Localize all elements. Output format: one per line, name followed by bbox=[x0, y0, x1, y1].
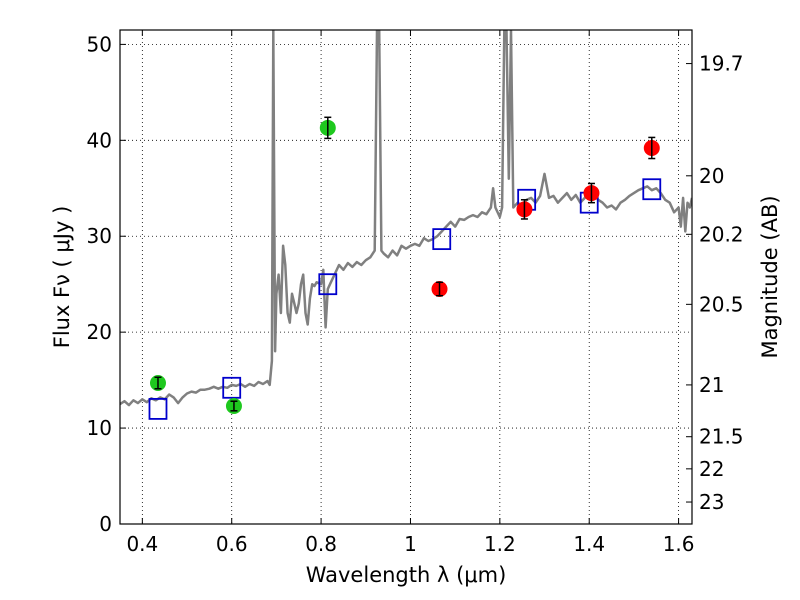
model-flux-square bbox=[432, 228, 452, 251]
x-tick-label: 1.6 bbox=[663, 532, 695, 556]
x-tick-label: 0.6 bbox=[216, 532, 248, 556]
model-flux-square bbox=[148, 397, 168, 420]
x-tick-label: 1 bbox=[404, 532, 417, 556]
magnitude-tick-label: 21.5 bbox=[699, 425, 744, 449]
y-tick-label: 0 bbox=[99, 512, 112, 536]
plot-background bbox=[120, 30, 692, 524]
x-tick-label: 0.8 bbox=[305, 532, 337, 556]
y-tick-label: 50 bbox=[87, 32, 112, 56]
magnitude-tick-label: 21 bbox=[699, 373, 724, 397]
model-flux-square bbox=[222, 376, 242, 399]
magnitude-tick-label: 20.2 bbox=[699, 222, 744, 246]
x-tick-label: 1.2 bbox=[484, 532, 516, 556]
plot-content bbox=[120, 30, 692, 420]
model-flux-square bbox=[642, 178, 662, 201]
y-tick-label: 30 bbox=[87, 224, 112, 248]
plot-frame bbox=[119, 29, 693, 525]
y-tick-label: 40 bbox=[87, 128, 112, 152]
right-axis-label: Magnitude (AB) bbox=[758, 195, 782, 358]
magnitude-tick-label: 20.5 bbox=[699, 292, 744, 316]
magnitude-tick-label: 23 bbox=[699, 490, 724, 514]
x-axis-label: Wavelength λ (μm) bbox=[306, 563, 507, 587]
magnitude-tick-label: 20 bbox=[699, 164, 724, 188]
x-tick-label: 0.4 bbox=[126, 532, 158, 556]
magnitude-tick-label: 22 bbox=[699, 457, 724, 481]
magnitude-tick-label: 19.7 bbox=[699, 52, 744, 76]
y-tick-label: 10 bbox=[87, 416, 112, 440]
y-axis-label: Flux Fν ( μJy ) bbox=[50, 206, 74, 349]
model-flux-square bbox=[318, 273, 338, 296]
x-tick-label: 1.4 bbox=[573, 532, 605, 556]
axis-ticks: 0.4 0.6 0.8 1 1.2 1.4 1.6 0 10 20 30 40 50 19.7 20 20.2… bbox=[87, 30, 744, 556]
y-tick-label: 20 bbox=[87, 320, 112, 344]
